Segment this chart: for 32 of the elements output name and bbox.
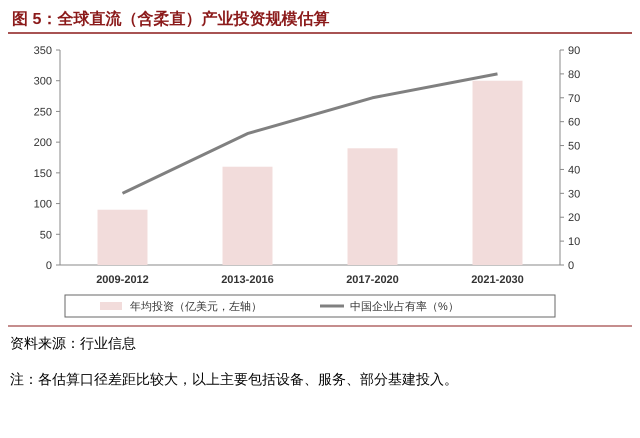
bar (348, 148, 398, 265)
y2-tick-label: 10 (568, 236, 580, 248)
y2-tick-label: 90 (568, 45, 580, 57)
y2-tick-label: 50 (568, 140, 580, 153)
y-tick-label: 350 (34, 45, 52, 57)
line-series (121, 72, 499, 195)
x-tick-label: 2013-2016 (221, 274, 274, 286)
text: 注：各估算口径差距比较大，以上主要包括设备、服务、部分基建投入。 (10, 371, 458, 387)
y2-tick-label: 20 (568, 212, 580, 224)
y-tick-label: 200 (34, 137, 52, 150)
bar (472, 80, 522, 265)
x-tick-label: 2009-2012 (96, 274, 149, 286)
text: 资料来源：行业信息 (10, 335, 136, 351)
y2-tick-label: 70 (568, 92, 580, 105)
chart-title: 图 5：全球直流（含柔直）产业投资规模估算 (12, 9, 330, 28)
bar (222, 166, 272, 265)
y-tick-label: 150 (34, 168, 52, 180)
y2-tick-label: 30 (568, 188, 580, 200)
bar (98, 210, 148, 265)
y-tick-label: 0 (46, 260, 52, 272)
legend-label: 年均投资（亿美元，左轴） (130, 300, 262, 313)
y-tick-label: 250 (34, 106, 52, 118)
y2-tick-label: 40 (568, 164, 580, 176)
y-tick-label: 100 (34, 198, 52, 211)
y-tick-label: 50 (40, 229, 52, 242)
x-tick-label: 2017-2020 (346, 274, 399, 286)
y-tick-label: 300 (34, 76, 52, 88)
y2-tick-label: 60 (568, 116, 580, 129)
legend-label: 中国企业占有率（%） (350, 300, 459, 313)
x-tick-label: 2021-2030 (471, 274, 524, 286)
y2-tick-label: 80 (568, 68, 580, 81)
y2-tick-label: 0 (568, 260, 574, 272)
